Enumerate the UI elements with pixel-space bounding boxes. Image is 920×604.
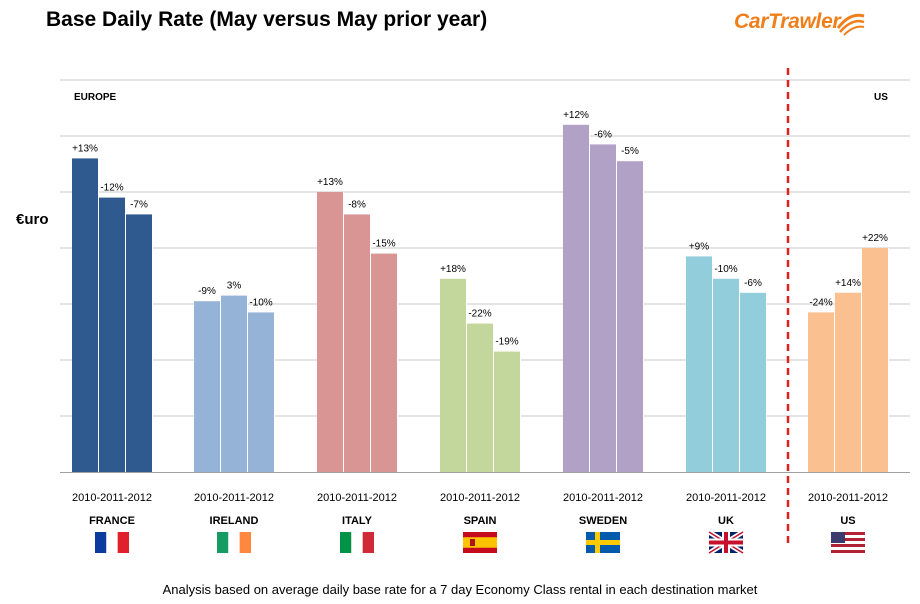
x-tick-label: 2010-2011-2012: [686, 492, 766, 504]
bar-sweden-2: [590, 144, 616, 472]
region-label-us: US: [874, 92, 888, 103]
x-tick-label: 2010-2011-2012: [563, 492, 643, 504]
data-label: -8%: [348, 199, 366, 210]
data-label: -15%: [372, 239, 395, 250]
bar-spain-1: [440, 278, 466, 472]
data-label: -5%: [621, 146, 639, 157]
bar-ireland-3: [248, 312, 274, 472]
footer-note: Analysis based on average daily base rat…: [162, 582, 758, 597]
data-label: 3%: [227, 281, 242, 292]
bar-us-3: [862, 248, 888, 472]
data-label: -22%: [468, 309, 491, 320]
flag-us-icon: [831, 532, 865, 553]
chart-title: Base Daily Rate (May versus May prior ye…: [46, 8, 488, 31]
bar-italy-1: [317, 192, 343, 472]
data-label: +9%: [689, 241, 709, 252]
flag-sweden-icon: [586, 532, 620, 553]
data-label: +13%: [72, 143, 98, 154]
flag-spain-icon: [463, 532, 497, 553]
bar-sweden-1: [563, 124, 589, 473]
data-label: +14%: [835, 278, 861, 289]
cartrawler-logo: CarTrawler: [734, 6, 874, 46]
bar-italy-3: [371, 253, 397, 472]
bar-us-1: [808, 312, 834, 472]
data-label: -9%: [198, 286, 216, 297]
flag-france-icon: [95, 532, 129, 553]
country-label: FRANCE: [89, 515, 135, 527]
data-label: -12%: [100, 183, 123, 194]
data-label: -6%: [744, 278, 762, 289]
country-label: ITALY: [342, 515, 373, 527]
bar-ireland-2: [221, 295, 247, 472]
country-label: SWEDEN: [579, 515, 627, 527]
x-tick-label: 2010-2011-2012: [808, 492, 888, 504]
bar-france-1: [72, 158, 98, 472]
country-label: IRELAND: [210, 515, 259, 527]
flag-ireland-icon: [217, 532, 251, 553]
data-label: -19%: [495, 337, 518, 348]
country-label: SPAIN: [464, 515, 497, 527]
x-tick-label: 2010-2011-2012: [194, 492, 274, 504]
bar-spain-3: [494, 351, 520, 472]
x-tick-label: 2010-2011-2012: [440, 492, 520, 504]
bar-italy-2: [344, 214, 370, 472]
logo-text: CarTrawler: [734, 10, 841, 33]
bar-ireland-1: [194, 301, 220, 472]
bar-france-2: [99, 197, 125, 472]
region-label-europe: EUROPE: [74, 92, 117, 103]
bar-uk-2: [713, 278, 739, 472]
bar-france-3: [126, 214, 152, 472]
data-label: -7%: [130, 199, 148, 210]
bar-sweden-3: [617, 161, 643, 472]
bar-uk-3: [740, 292, 766, 472]
y-axis-label: €uro: [16, 211, 49, 228]
x-tick-label: 2010-2011-2012: [317, 492, 397, 504]
data-label: -24%: [809, 297, 832, 308]
flag-italy-icon: [340, 532, 374, 553]
data-label: +13%: [317, 177, 343, 188]
data-label: +22%: [862, 233, 888, 244]
bar-uk-1: [686, 256, 712, 472]
bar-us-2: [835, 292, 861, 472]
country-label: US: [840, 515, 855, 527]
bar-spain-2: [467, 323, 493, 472]
x-tick-label: 2010-2011-2012: [72, 492, 152, 504]
data-label: +18%: [440, 264, 466, 275]
data-label: -6%: [594, 129, 612, 140]
data-label: -10%: [249, 297, 272, 308]
country-label: UK: [718, 515, 734, 527]
cartrawler-swoosh-icon: [836, 13, 865, 36]
data-label: -10%: [714, 264, 737, 275]
data-label: +12%: [563, 110, 589, 121]
flag-uk-icon: [707, 529, 745, 556]
